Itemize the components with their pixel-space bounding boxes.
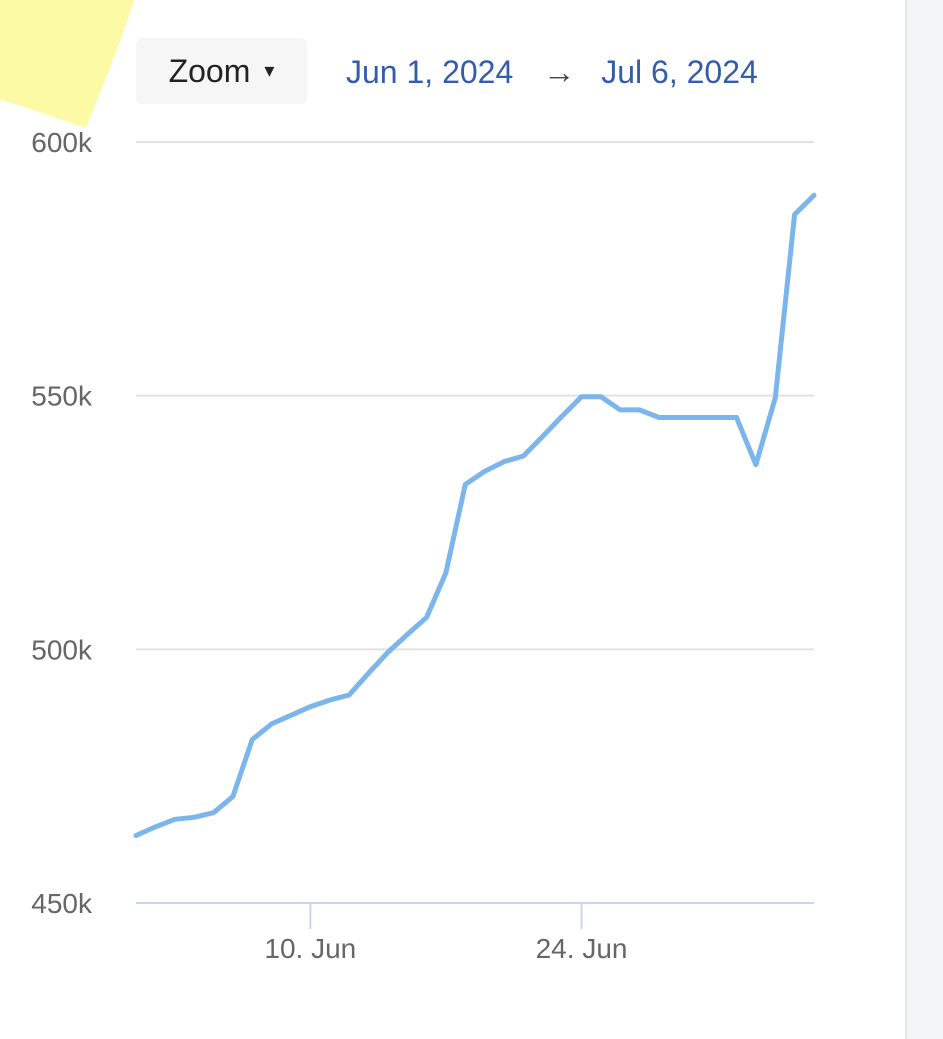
range-end-date[interactable]: Jul 6, 2024 bbox=[601, 53, 758, 90]
x-tick-label: 24. Jun bbox=[536, 933, 628, 964]
x-tick-label: 10. Jun bbox=[264, 933, 356, 964]
y-axis-labels: 450k 500k 550k 600k bbox=[31, 127, 93, 919]
zoom-dropdown-button[interactable]: Zoom ▾ bbox=[136, 38, 307, 104]
y-tick-label: 550k bbox=[31, 381, 93, 412]
caret-down-icon: ▾ bbox=[264, 60, 275, 82]
y-tick-label: 450k bbox=[31, 888, 93, 919]
y-tick-label: 600k bbox=[31, 127, 93, 158]
y-tick-label: 500k bbox=[31, 634, 93, 665]
date-range: Jun 1, 2024 → Jul 6, 2024 bbox=[346, 50, 758, 94]
grid-lines bbox=[136, 141, 814, 904]
zoom-label: Zoom bbox=[168, 52, 251, 89]
x-axis: 10. Jun 24. Jun bbox=[264, 903, 627, 964]
arrow-right-icon: → bbox=[543, 53, 576, 90]
side-panel bbox=[905, 0, 943, 1039]
series-layer bbox=[133, 192, 817, 838]
range-start-date[interactable]: Jun 1, 2024 bbox=[346, 53, 514, 90]
series-line bbox=[133, 192, 817, 838]
